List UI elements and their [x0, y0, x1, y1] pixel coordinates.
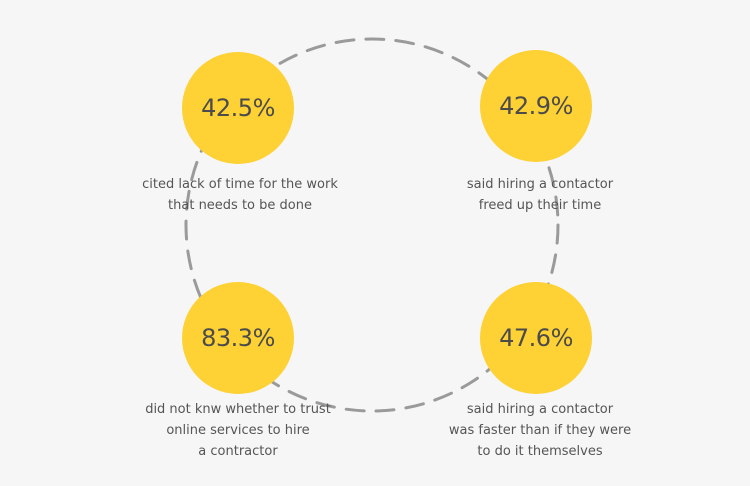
stat-circle-1: 42.5%: [182, 52, 294, 164]
stat-circle-4: 47.6%: [480, 282, 592, 394]
stat-caption-3: did not knw whether to trust online serv…: [145, 402, 331, 459]
stat-caption-2: said hiring a contactor freed up their t…: [466, 177, 614, 213]
stat-caption-1: cited lack of time for the work that nee…: [142, 177, 338, 213]
stat-value-3: 83.3%: [201, 324, 275, 352]
stat-caption-4: said hiring a contactor was faster than …: [448, 402, 632, 459]
stat-value-1: 42.5%: [201, 94, 275, 122]
stat-value-2: 42.9%: [499, 92, 573, 120]
stat-value-4: 47.6%: [499, 324, 573, 352]
stat-circle-2: 42.9%: [480, 50, 592, 162]
stat-circle-3: 83.3%: [182, 282, 294, 394]
